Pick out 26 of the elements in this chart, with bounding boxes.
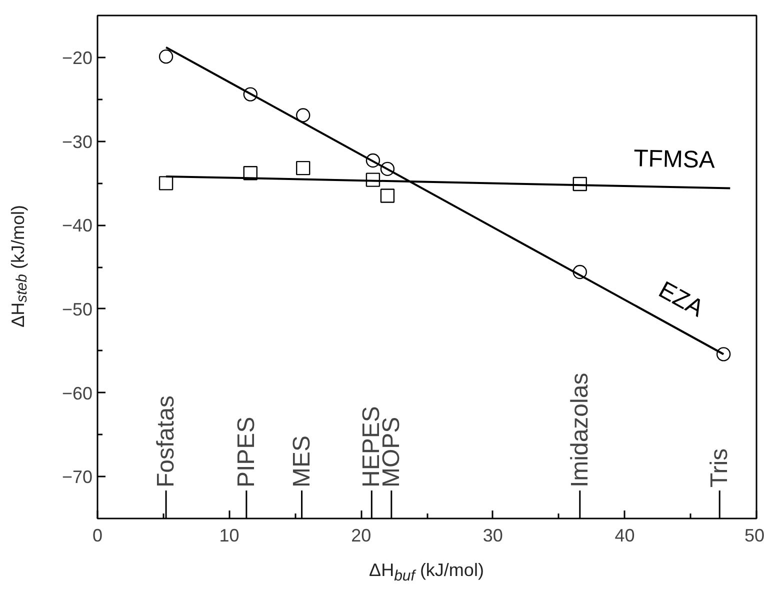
series-label: TFMSA xyxy=(633,145,716,174)
ref-line-label: Imidazolas xyxy=(566,372,594,488)
y-tick-label: −60 xyxy=(62,383,93,404)
ref-line-label: PIPES xyxy=(232,416,260,488)
x-tick-label: 50 xyxy=(744,526,764,546)
point xyxy=(296,108,310,122)
x-axis-title: ΔH$_{buf}$ (kJ/mol) xyxy=(369,560,484,585)
x-tick-label: 20 xyxy=(351,526,372,546)
ref-line-label: MES xyxy=(288,435,316,488)
point xyxy=(158,176,174,190)
x-tick-label: 40 xyxy=(614,526,635,546)
y-tick-label: −70 xyxy=(62,467,93,488)
y-tick-label: −30 xyxy=(62,132,93,152)
y-tick-label: −40 xyxy=(62,216,93,236)
point xyxy=(296,160,310,176)
x-tick-label: 0 xyxy=(92,526,103,546)
text: EZA xyxy=(654,276,708,322)
x-tick-label: 30 xyxy=(482,526,503,546)
point xyxy=(380,188,395,203)
y-tick-label: −50 xyxy=(62,299,93,320)
ref-line-label: Fosfatas xyxy=(152,395,180,488)
y-tick-label: −20 xyxy=(62,48,93,68)
ref-line-label: Tris xyxy=(706,448,734,488)
point xyxy=(716,347,731,362)
x-tick-label: 10 xyxy=(219,526,240,546)
point xyxy=(158,49,174,64)
